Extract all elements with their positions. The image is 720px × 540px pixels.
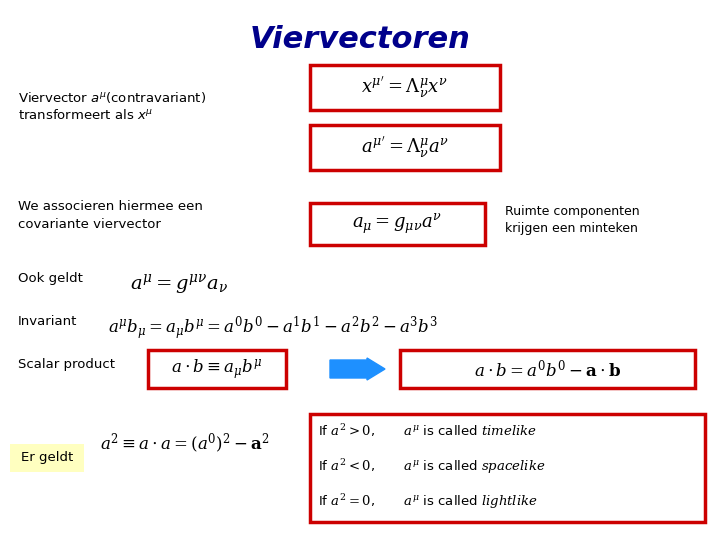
Text: $a \cdot b = a^{0}b^{0} - \mathbf{a} \cdot \mathbf{b}$: $a \cdot b = a^{0}b^{0} - \mathbf{a} \cd… [474, 358, 621, 380]
Text: If $a^{2} = 0$,       $a^{\mu}$ is called $\mathit{lightlike}$: If $a^{2} = 0$, $a^{\mu}$ is called $\ma… [318, 492, 538, 511]
FancyBboxPatch shape [400, 350, 695, 388]
Text: $a^{\mu} = g^{\mu\nu} a_{\nu}$: $a^{\mu} = g^{\mu\nu} a_{\nu}$ [130, 272, 228, 296]
FancyBboxPatch shape [310, 125, 500, 170]
FancyBboxPatch shape [310, 414, 705, 522]
Text: $a_{\mu} = g_{\mu\nu} a^{\nu}$: $a_{\mu} = g_{\mu\nu} a^{\nu}$ [353, 212, 443, 236]
FancyBboxPatch shape [148, 350, 286, 388]
FancyBboxPatch shape [310, 203, 485, 245]
Text: Viervectoren: Viervectoren [250, 25, 470, 54]
Text: transformeert als $x^{\mu}$: transformeert als $x^{\mu}$ [18, 108, 153, 122]
Text: Er geldt: Er geldt [21, 451, 73, 464]
Text: krijgen een minteken: krijgen een minteken [505, 222, 638, 235]
Text: Scalar product: Scalar product [18, 358, 115, 371]
Text: Invariant: Invariant [18, 315, 77, 328]
Text: We associeren hiermee een: We associeren hiermee een [18, 200, 203, 213]
Text: $a^{2} \equiv a \cdot a = (a^{0})^{2} - \mathbf{a}^{2}$: $a^{2} \equiv a \cdot a = (a^{0})^{2} - … [100, 432, 269, 456]
Text: $a \cdot b \equiv a_{\mu}b^{\mu}$: $a \cdot b \equiv a_{\mu}b^{\mu}$ [171, 357, 263, 381]
Text: $a^{\mu}b_{\mu} = a_{\mu}b^{\mu} = a^{0}b^{0} - a^{1}b^{1} - a^{2}b^{2} - a^{3}b: $a^{\mu}b_{\mu} = a_{\mu}b^{\mu} = a^{0}… [108, 315, 438, 342]
Text: $x^{\mu'} = \Lambda^{\mu}_{\nu} x^{\nu}$: $x^{\mu'} = \Lambda^{\mu}_{\nu} x^{\nu}$ [361, 75, 449, 100]
Text: Ook geldt: Ook geldt [18, 272, 83, 285]
FancyBboxPatch shape [310, 65, 500, 110]
Text: If $a^{2} > 0$,       $a^{\mu}$ is called $\mathit{timelike}$: If $a^{2} > 0$, $a^{\mu}$ is called $\ma… [318, 422, 537, 439]
Text: Ruimte componenten: Ruimte componenten [505, 205, 639, 218]
Text: $a^{\mu'} = \Lambda^{\mu}_{\nu} a^{\nu}$: $a^{\mu'} = \Lambda^{\mu}_{\nu} a^{\nu}$ [361, 134, 449, 160]
Text: Viervector $a^{\mu}$(contravariant): Viervector $a^{\mu}$(contravariant) [18, 90, 206, 105]
Text: covariante viervector: covariante viervector [18, 218, 161, 231]
FancyBboxPatch shape [10, 444, 84, 472]
Text: If $a^{2} < 0$,       $a^{\mu}$ is called $\mathit{spacelike}$: If $a^{2} < 0$, $a^{\mu}$ is called $\ma… [318, 457, 545, 476]
FancyArrow shape [330, 358, 385, 380]
